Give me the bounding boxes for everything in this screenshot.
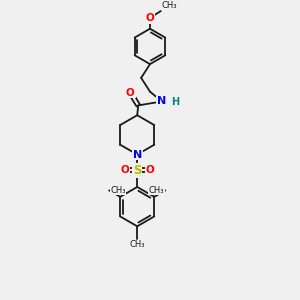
Text: CH₃: CH₃ (162, 1, 177, 10)
Text: S: S (133, 164, 142, 177)
Text: O: O (146, 165, 154, 175)
Text: H: H (171, 98, 179, 107)
Text: CH₃: CH₃ (130, 240, 145, 249)
Text: O: O (126, 88, 135, 98)
Text: CH₃: CH₃ (149, 186, 164, 195)
Text: O: O (146, 13, 154, 23)
Text: CH₃: CH₃ (110, 186, 126, 195)
Text: N: N (157, 97, 167, 106)
Text: O: O (120, 165, 129, 175)
Text: N: N (133, 149, 142, 160)
